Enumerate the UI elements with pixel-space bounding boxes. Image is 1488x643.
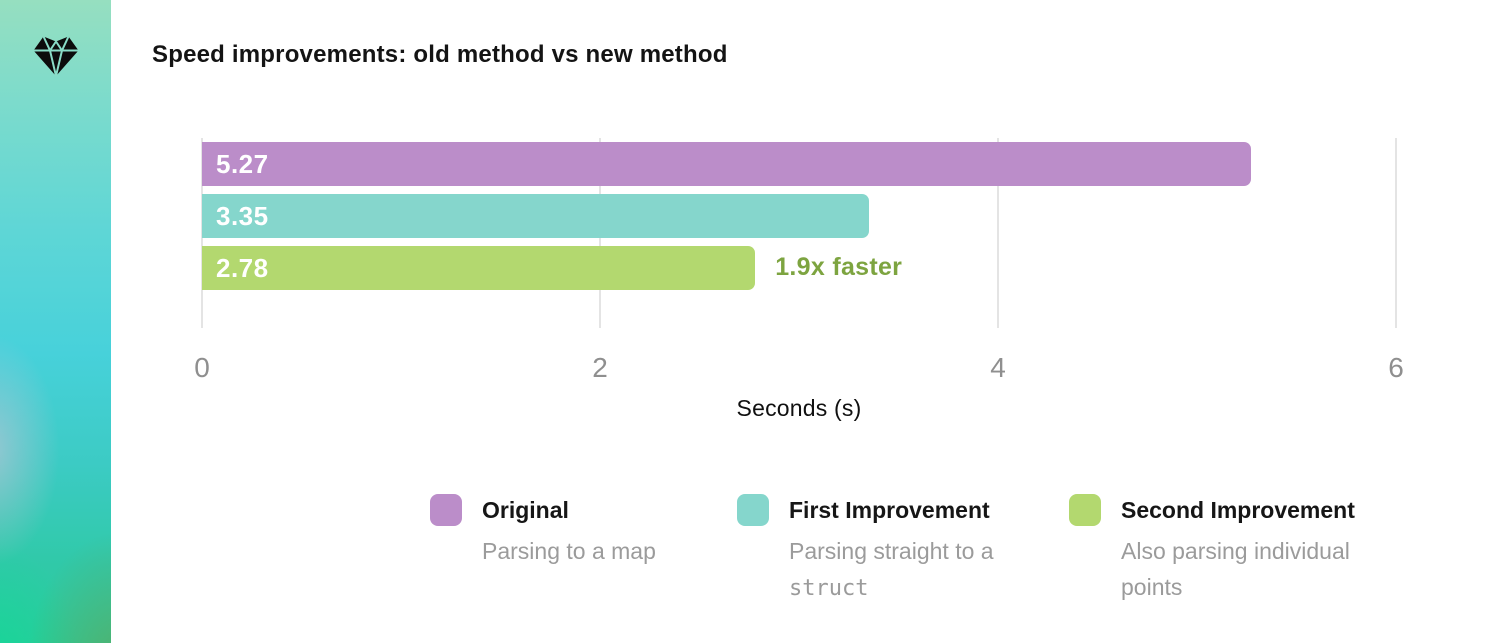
bar-original: 5.27 <box>202 142 1251 186</box>
legend-swatch-icon <box>430 494 462 526</box>
gridline-x-4 <box>997 138 999 328</box>
gridline-x-6 <box>1395 138 1397 328</box>
sidebar-gradient-rail <box>0 0 111 643</box>
legend-label: First Improvement <box>789 497 990 523</box>
code-word: struct <box>789 576 869 601</box>
legend-description: Also parsing individual points <box>1121 538 1350 600</box>
legend-description: Parsing straight to a struct <box>789 538 994 601</box>
legend-swatch-icon <box>1069 494 1101 526</box>
legend-label: Second Improvement <box>1121 497 1355 523</box>
bar-chart-plot-area: 5.27 3.35 2.78 1.9x faster <box>201 138 1397 328</box>
bar-value-label: 5.27 <box>216 148 269 179</box>
legend-item-second-improvement: Second Improvement Also parsing individua… <box>1069 494 1411 605</box>
bar-second-improvement: 2.78 <box>202 246 756 290</box>
bar-first-improvement: 3.35 <box>202 194 869 238</box>
legend-item-first-improvement: First Improvement Parsing straight to a s… <box>737 494 1026 607</box>
x-axis-label: Seconds (s) <box>736 395 862 421</box>
chart-title: Speed improvements: old method vs new me… <box>152 41 728 68</box>
x-axis-ticks: 0 2 4 6 <box>194 352 1404 384</box>
x-tick-6: 6 <box>1388 352 1404 383</box>
speedup-annotation: 1.9x faster <box>775 253 903 281</box>
legend-label: Original <box>482 497 569 523</box>
x-tick-4: 4 <box>990 352 1006 383</box>
x-tick-0: 0 <box>194 352 210 383</box>
legend-item-original: Original Parsing to a map <box>430 494 752 569</box>
legend-description: Parsing to a map <box>482 538 656 564</box>
legend-swatch-icon <box>737 494 769 526</box>
x-tick-2: 2 <box>592 352 608 383</box>
diamond-logo-icon <box>32 33 80 77</box>
bar-value-label: 3.35 <box>216 200 269 231</box>
bar-value-label: 2.78 <box>216 252 269 283</box>
